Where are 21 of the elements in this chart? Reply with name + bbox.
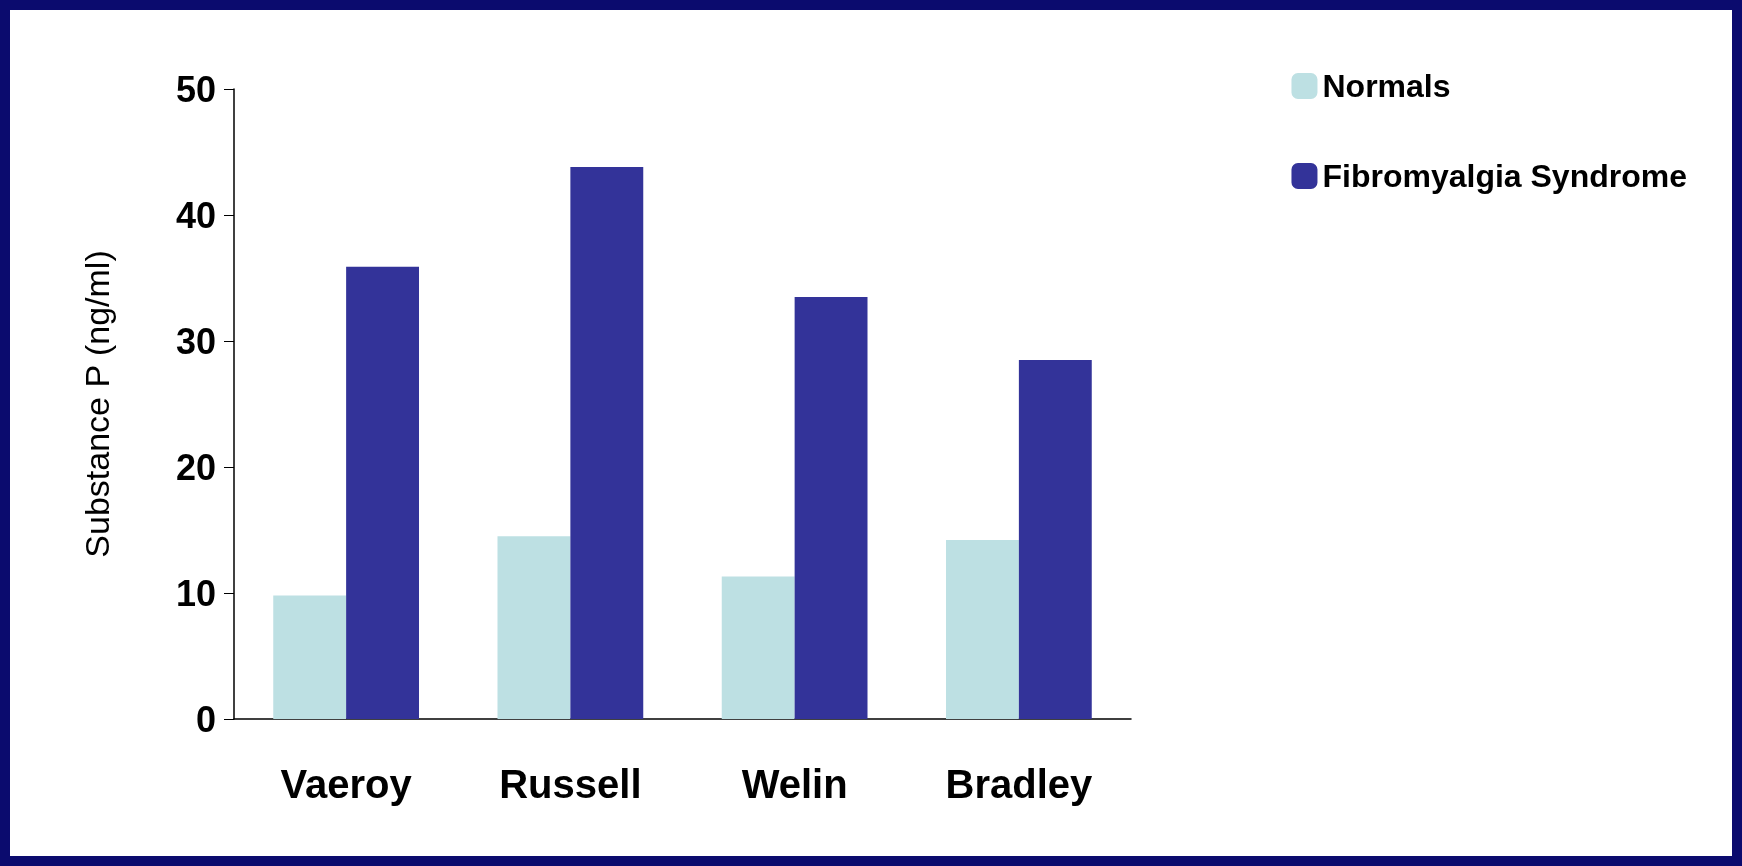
bar: [497, 536, 571, 719]
y-tick-label: 50: [175, 68, 216, 110]
y-axis-title: Substance P (ng/ml): [78, 250, 116, 558]
x-tick-label: Welin: [741, 762, 848, 806]
bar: [346, 266, 420, 719]
x-tick-label: Russell: [499, 762, 642, 806]
legend-label: Normals: [1322, 68, 1451, 104]
bar: [570, 167, 644, 719]
bar: [794, 296, 868, 719]
bar: [1018, 359, 1092, 719]
y-tick-label: 30: [175, 320, 216, 362]
y-tick-label: 0: [195, 698, 216, 740]
y-tick-label: 10: [175, 572, 216, 614]
bar: [273, 595, 347, 719]
legend-label: Fibromyalgia Syndrome: [1322, 158, 1687, 194]
y-tick-label: 20: [175, 446, 216, 488]
y-tick-label: 40: [175, 194, 216, 236]
x-tick-label: Vaeroy: [280, 762, 413, 806]
x-tick-label: Bradley: [945, 762, 1093, 806]
bar: [945, 540, 1019, 719]
bar: [721, 576, 795, 719]
